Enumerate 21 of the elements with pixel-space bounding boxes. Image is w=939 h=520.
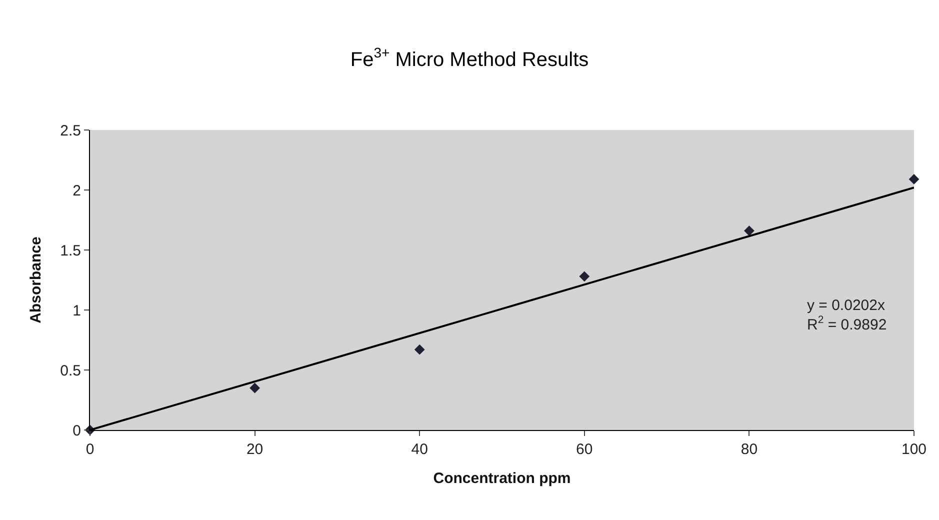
x-axis-title: Concentration ppm	[433, 470, 571, 487]
y-tick-label: 0	[72, 422, 81, 440]
y-tick-label: 1.5	[60, 242, 81, 260]
y-tick-label: 2.5	[60, 122, 81, 140]
point	[579, 271, 590, 282]
annotation: y = 0.0202x R$^{2}$ = 0.9892	[807, 297, 887, 334]
point	[908, 174, 920, 184]
y-tick-label: 2	[72, 182, 81, 200]
x-tick-label: 80	[740, 441, 758, 458]
point	[250, 382, 260, 394]
point	[744, 226, 754, 236]
x-tick-label: 60	[576, 441, 593, 458]
y-tick-label: 1	[72, 302, 81, 320]
x-tick-label: 40	[411, 441, 428, 458]
y-tick-label: 0.5	[60, 362, 81, 380]
chart-title: Fe$^{3+}$ Micro Method Results	[350, 44, 589, 71]
y-axis-title: Absorbance	[27, 236, 44, 324]
x-tick-label: 20	[246, 441, 264, 458]
x-tick-label: 0	[86, 441, 94, 458]
x-tick-label: 100	[901, 441, 927, 458]
point	[414, 344, 425, 355]
